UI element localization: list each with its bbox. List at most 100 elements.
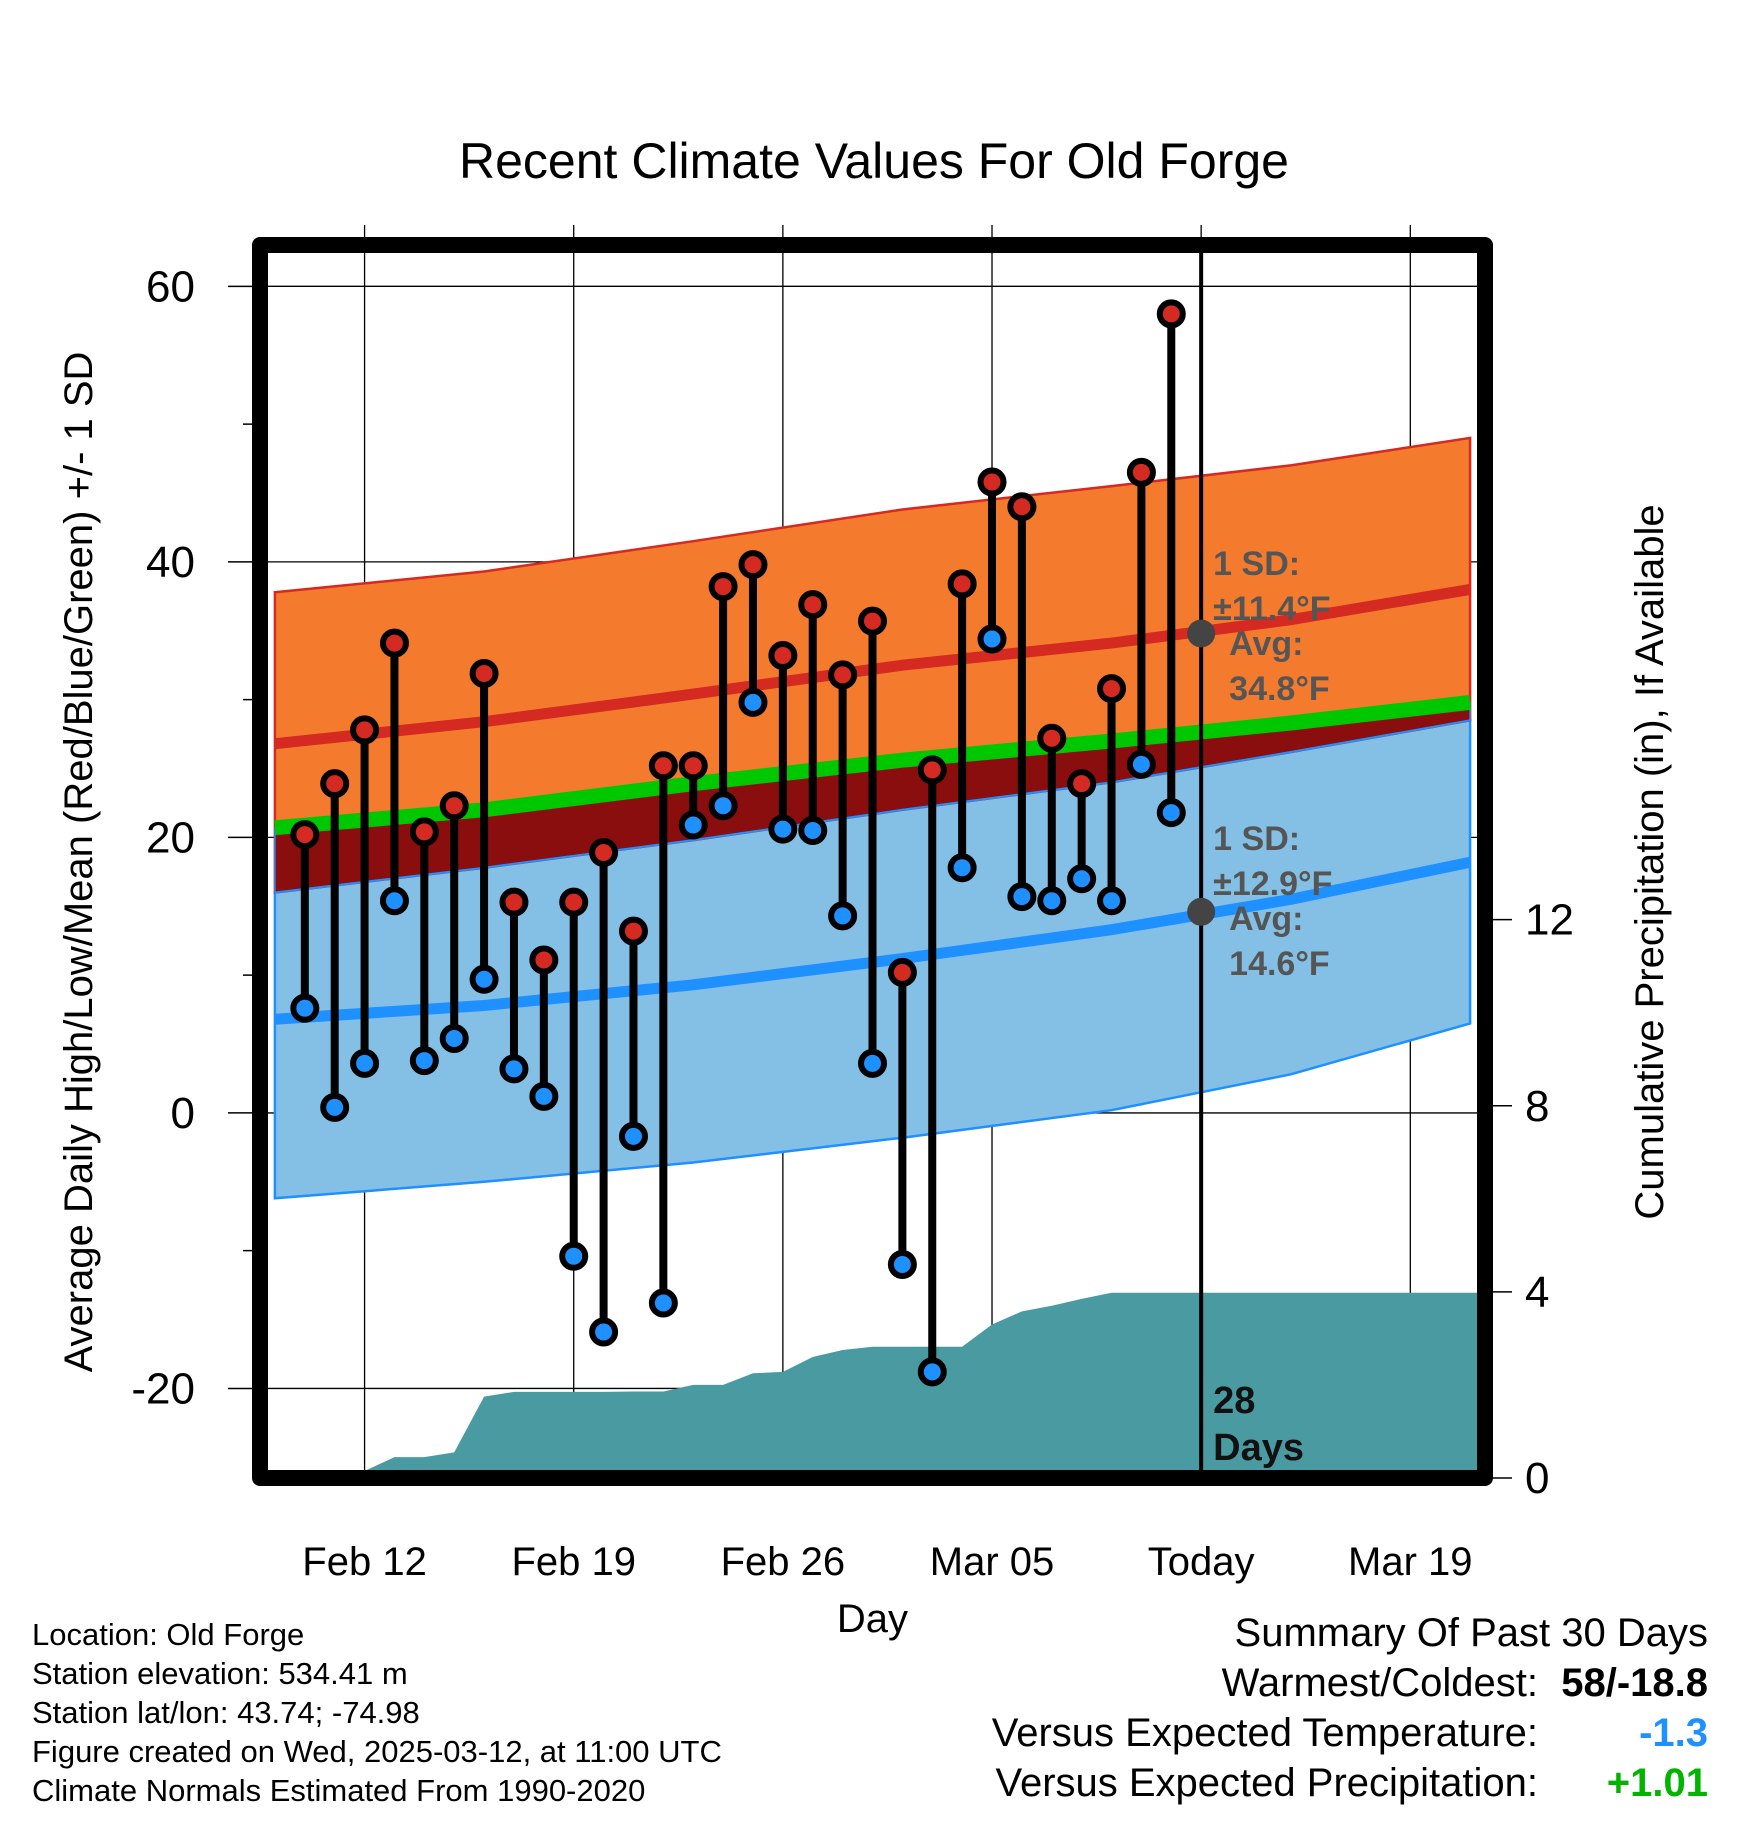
high-temp-point	[439, 791, 469, 821]
high-temp-point	[320, 769, 350, 799]
low-temp-point	[1067, 864, 1097, 894]
temp-label: Versus Expected Temperature:	[991, 1711, 1538, 1755]
low-temp-point	[320, 1092, 350, 1122]
warmest-value: 58/-18.8	[1561, 1661, 1708, 1705]
high-temp-point	[559, 887, 589, 917]
low-avg-label: Avg:	[1229, 900, 1303, 938]
today-high-avg-marker	[1187, 619, 1216, 648]
high-temp-point	[290, 820, 320, 850]
high-temp-point	[1097, 674, 1127, 704]
normals-text: Climate Normals Estimated From 1990-2020	[32, 1773, 646, 1808]
location-text: Location: Old Forge	[32, 1617, 305, 1652]
high-temp-point	[1067, 769, 1097, 799]
high-temp-point	[1126, 457, 1156, 487]
today-low-avg-marker	[1187, 897, 1216, 926]
x-tick-label: Feb 19	[511, 1540, 636, 1584]
low-temp-point	[887, 1249, 917, 1279]
summary-row-warmest: Warmest/Coldest: 58/-18.8	[808, 1658, 1708, 1708]
low-avg-value: 14.6°F	[1229, 945, 1330, 983]
low-temp-point	[589, 1317, 619, 1347]
right-tick-label: 4	[1525, 1268, 1549, 1317]
low-temp-point	[559, 1241, 589, 1271]
days-unit-label: Days	[1213, 1427, 1304, 1469]
high-temp-point	[738, 550, 768, 580]
station-info: Location: Old Forge Station elevation: 5…	[32, 1615, 722, 1810]
summary-heading: Summary Of Past 30 Days	[1234, 1611, 1708, 1655]
low-temp-point	[858, 1048, 887, 1078]
temp-value: -1.3	[1639, 1711, 1708, 1755]
high-temp-point	[469, 658, 499, 688]
low-temp-point	[439, 1024, 469, 1054]
low-temp-point	[977, 624, 1007, 654]
precip-value: +1.01	[1606, 1761, 1708, 1805]
low-sd-value: ±12.9°F	[1213, 865, 1332, 903]
low-sd-label: 1 SD:	[1213, 820, 1300, 858]
high-avg-value: 34.8°F	[1229, 670, 1330, 708]
high-avg-label: Avg:	[1229, 625, 1303, 663]
low-temp-point	[469, 964, 499, 994]
high-temp-point	[589, 838, 619, 868]
high-sd-value: ±11.4°F	[1213, 590, 1330, 628]
high-temp-point	[947, 569, 977, 599]
plot-area	[260, 245, 1485, 1478]
left-tick-label: 60	[146, 262, 195, 311]
summary-panel: Summary Of Past 30 Days Warmest/Coldest:…	[808, 1608, 1708, 1808]
high-temp-point	[858, 606, 887, 636]
high-temp-point	[379, 628, 409, 658]
summary-row-precip: Versus Expected Precipitation: +1.01	[808, 1758, 1708, 1808]
x-tick-label: Feb 12	[302, 1540, 427, 1584]
low-temp-point	[1156, 798, 1186, 828]
left-tick-label: 20	[146, 813, 195, 862]
high-temp-point	[678, 751, 708, 781]
plot-frame	[252, 237, 1493, 1486]
low-temp-point	[350, 1048, 380, 1078]
x-tick-label: Today	[1148, 1540, 1255, 1584]
low-temp-point	[290, 993, 320, 1023]
x-tick-label: Mar 19	[1348, 1540, 1473, 1584]
x-tick-label: Feb 26	[721, 1540, 846, 1584]
high-temp-point	[499, 887, 529, 917]
precip-label: Versus Expected Precipitation:	[995, 1761, 1538, 1805]
low-temp-point	[678, 810, 708, 840]
low-temp-point	[409, 1046, 439, 1076]
high-temp-point	[977, 467, 1007, 497]
high-temp-point	[1007, 492, 1037, 522]
low-temp-point	[499, 1054, 529, 1084]
low-temp-point	[1037, 886, 1067, 916]
left-tick-label: 40	[146, 538, 195, 587]
high-temp-point	[529, 945, 559, 975]
precipitation-area	[260, 1292, 1485, 1478]
left-tick-label: 0	[171, 1089, 195, 1138]
days-count-label: 28	[1213, 1380, 1255, 1422]
high-temp-point	[917, 755, 947, 785]
x-axis-title: Day	[837, 1597, 908, 1641]
chart-title: Recent Climate Values For Old Forge	[459, 133, 1289, 189]
high-temp-point	[350, 715, 380, 745]
low-temp-point	[1126, 749, 1156, 779]
left-axis-title: Average Daily High/Low/Mean (Red/Blue/Gr…	[57, 352, 101, 1373]
summary-row-temp: Versus Expected Temperature: -1.3	[808, 1708, 1708, 1758]
elevation-text: Station elevation: 534.41 m	[32, 1656, 408, 1691]
high-temp-point	[618, 916, 648, 946]
low-temp-point	[708, 791, 738, 821]
low-temp-point	[648, 1288, 678, 1318]
latlon-text: Station lat/lon: 43.74; -74.98	[32, 1695, 420, 1730]
high-temp-point	[887, 957, 917, 987]
high-temp-point	[648, 751, 678, 781]
right-tick-label: 8	[1525, 1082, 1549, 1131]
low-temp-point	[1097, 886, 1127, 916]
high-temp-point	[828, 660, 858, 690]
high-temp-point	[798, 590, 828, 620]
x-tick-label: Mar 05	[930, 1540, 1055, 1584]
low-temp-point	[828, 901, 858, 931]
right-tick-label: 12	[1525, 896, 1574, 945]
left-tick-label: -20	[131, 1364, 195, 1413]
low-temp-point	[947, 853, 977, 883]
warmest-label: Warmest/Coldest:	[1221, 1661, 1538, 1705]
right-tick-label: 0	[1525, 1454, 1549, 1503]
low-temp-point	[798, 816, 828, 846]
low-temp-point	[768, 814, 798, 844]
high-temp-point	[1037, 723, 1067, 753]
low-temp-point	[1007, 882, 1037, 912]
